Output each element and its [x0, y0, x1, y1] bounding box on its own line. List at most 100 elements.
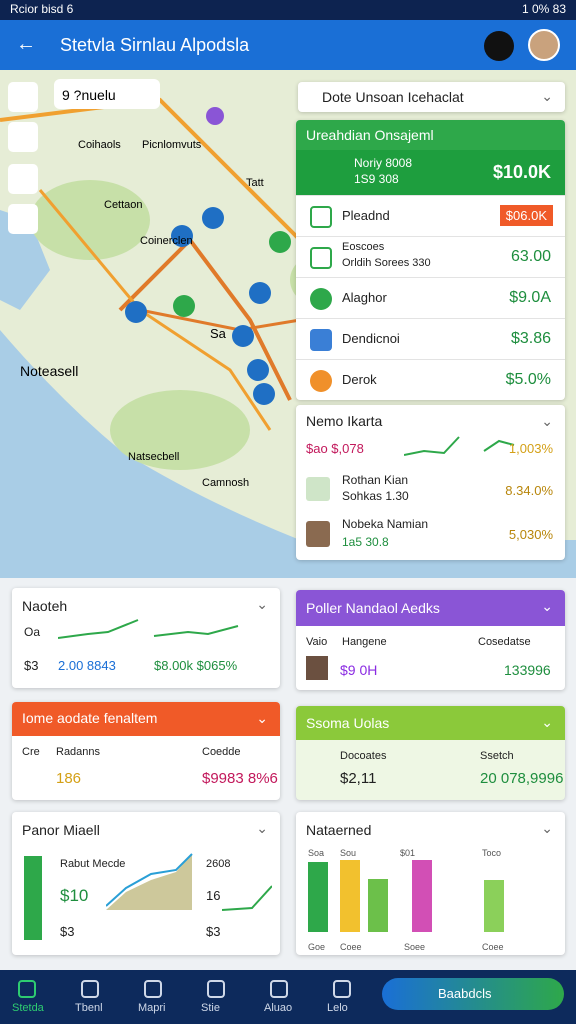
nav-item[interactable]: Stie: [201, 1002, 220, 1014]
bar: [412, 860, 432, 932]
card-text: $8.00k $065%: [154, 658, 238, 673]
nav-item[interactable]: Stetda: [12, 1002, 44, 1014]
status-bar: Rcior bisd 6 1 0% 83: [0, 0, 576, 20]
card-text: Oa: [24, 625, 41, 639]
card-text: Cosedatse: [478, 636, 531, 648]
back-button[interactable]: ←: [16, 33, 36, 55]
nav-icon: [18, 980, 36, 998]
status-left: Rcior bisd 6: [10, 2, 74, 16]
card-text: Radanns: [56, 746, 101, 758]
bar-label: Coee: [482, 942, 504, 952]
card-text: Vaio: [306, 636, 328, 648]
bar: [308, 862, 328, 932]
card-text: $10: [60, 886, 89, 905]
avatar[interactable]: [528, 29, 560, 61]
map-label: Coinerclen: [140, 235, 193, 247]
people-card: Nemo Ikarta ⌄ $ao $,078 1,003% Rothan Kia…: [296, 405, 565, 560]
card-text: 2608: [206, 858, 231, 870]
person-name: $ao $,078: [306, 441, 364, 456]
nav-icon: [81, 980, 99, 998]
card-text: Cre: [22, 746, 40, 758]
app-title: Stetvla Sirnlau Alpodsla: [60, 35, 250, 55]
card: Poller Nandaol Aedks ⌄ Vaio Hangene Cosed…: [296, 590, 565, 690]
profile-icon[interactable]: [484, 31, 514, 61]
card-text: $9 0H: [340, 662, 378, 678]
card-title: Poller Nandaol Aedks: [296, 590, 565, 626]
card: Naoteh ⌄ Oa $3 2.00 8843 $8.00k $065%: [12, 588, 280, 688]
bar: [484, 880, 504, 932]
summary-card: Ureahdian Onsajeml Noriy 8008 1S9 308 $1…: [296, 120, 565, 400]
person-sub: Sohkas 1.30: [342, 489, 409, 503]
nav-icon: [207, 980, 225, 998]
card-title: Panor Miaell: [22, 822, 100, 838]
map-search[interactable]: [54, 79, 160, 109]
bar-label: Goe: [308, 942, 325, 952]
card-text: $3: [60, 924, 75, 939]
map-label: Cettaon: [104, 199, 143, 211]
nav-icon: [270, 980, 288, 998]
bottom-nav: Stetda Tbenl Mapri Stie Aluao Lelo Baabdcls: [0, 970, 576, 1024]
card-title: Ssoma Uolas: [296, 706, 565, 740]
nav-item[interactable]: Aluao: [264, 1002, 293, 1014]
item-sub: Orldih Sorees 330: [342, 257, 431, 269]
bar-label: Soa: [308, 848, 324, 858]
card: Panor Miaell ⌄ Rabut Mecde $10 2608 16 $3…: [12, 812, 280, 955]
summary-title: Ureahdian Onsajeml: [296, 120, 565, 150]
card-text: $3: [24, 658, 39, 673]
nav-icon: [333, 980, 351, 998]
filter-dropdown[interactable]: Dote Unsoan Icehaclat ⌄: [298, 82, 565, 112]
people-title: Nemo Ikarta: [306, 413, 383, 429]
item-name: Derok: [342, 372, 377, 387]
bar-label: $01: [400, 848, 415, 858]
person-value: 1,003%: [508, 441, 553, 456]
summary-label: Noriy 8008: [354, 156, 413, 170]
summary-value: $10.0K: [492, 162, 551, 182]
card-title: Iome aodate fenaltem: [12, 702, 280, 736]
card-text: Coedde: [202, 746, 241, 758]
map-label: Natsecbell: [128, 451, 179, 463]
app-bar: ← Stetvla Sirnlau Alpodsla: [0, 20, 576, 70]
person-value: 8.34.0%: [505, 483, 553, 498]
map-label: Picnlomvuts: [142, 139, 202, 151]
card-text: Docoates: [340, 750, 387, 762]
item-name: Eoscoes: [342, 241, 385, 253]
card-text: 16: [206, 888, 221, 903]
item-value: 63.00: [510, 248, 551, 265]
item-value: $3.86: [510, 330, 551, 347]
card: Nataerned ⌄ Soa Sou $01 Toco Goe Coee Soee Coee: [296, 812, 565, 955]
nav-item[interactable]: Tbenl: [75, 1002, 103, 1014]
card: Ssoma Uolas ⌄ Docoates Ssetch $2,11 20 07…: [296, 706, 565, 800]
map-label: Noteasell: [20, 363, 78, 379]
map-label: Coihaols: [78, 139, 121, 151]
card-text: 20 078,9996: [480, 770, 564, 787]
summary-sub: 1S9 308: [354, 172, 399, 186]
card-text: Ssetch: [480, 750, 514, 762]
person-name: Rothan Kian: [342, 473, 409, 487]
nav-item[interactable]: Mapri: [138, 1002, 166, 1014]
bar-label: Soee: [404, 942, 425, 952]
person-value: 5,030%: [508, 527, 553, 542]
card-title: Nataerned: [306, 822, 372, 838]
card-text: 2.00 8843: [58, 658, 116, 673]
nav-button-text: Baabdcls: [438, 986, 492, 1001]
card-text: Rabut Mecde: [60, 858, 126, 870]
card-text: $3: [206, 924, 221, 939]
bar: [340, 860, 360, 932]
item-name: Pleadnd: [342, 208, 390, 223]
nav-icon: [144, 980, 162, 998]
card-text: Hangene: [342, 636, 387, 648]
nav-button[interactable]: Baabdcls: [382, 978, 564, 1010]
item-name: Dendicnoi: [342, 331, 400, 346]
card-text: 186: [56, 770, 82, 787]
card-title: Naoteh: [22, 598, 68, 614]
bar: [368, 879, 388, 932]
person-sub: 1a5 30.8: [342, 535, 389, 549]
map-label: Camnosh: [202, 477, 249, 489]
summary-total: Noriy 8008 1S9 308 $10.0K: [296, 150, 565, 195]
item-value: $06.0K: [499, 205, 553, 226]
map-label: Sa: [210, 326, 227, 341]
map-label: Tatt: [246, 177, 264, 189]
person-name: Nobeka Namian: [342, 517, 429, 531]
nav-item[interactable]: Lelo: [327, 1002, 348, 1014]
